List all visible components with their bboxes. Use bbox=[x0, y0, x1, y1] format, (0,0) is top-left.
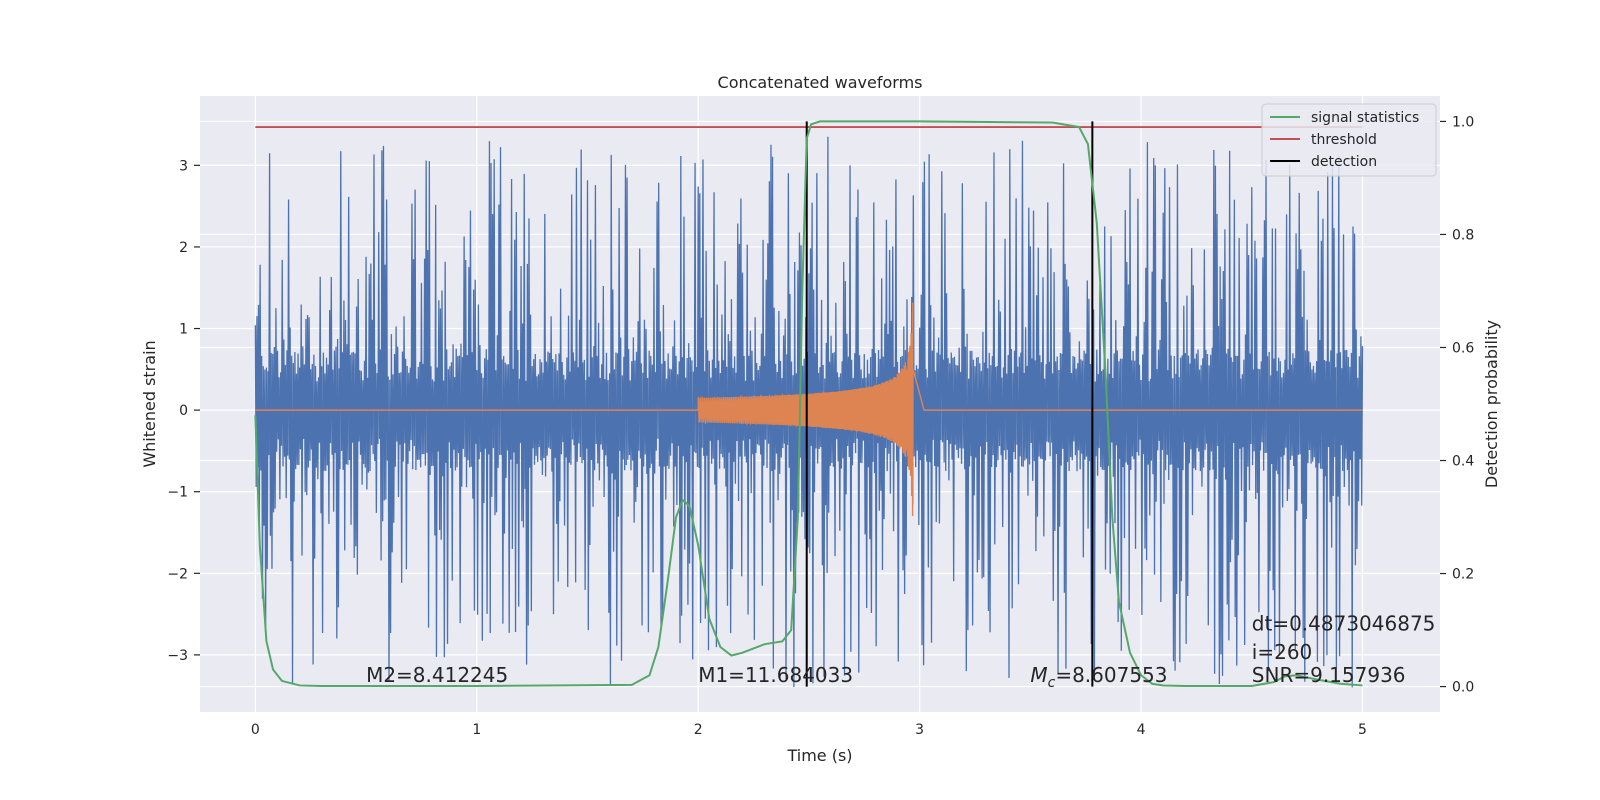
x-axis-ticks: 0 1 2 3 4 5 bbox=[251, 722, 1367, 738]
signal-statistics-line bbox=[254, 120, 1363, 687]
annotation-text: dt=0.4873046875 bbox=[1252, 611, 1436, 635]
y2-tick-label: 0.6 bbox=[1452, 340, 1474, 356]
y-axis-label: Whitened strain bbox=[140, 340, 159, 467]
annotation-text: Mc=8.607553 bbox=[1030, 663, 1167, 691]
annotation-symbol: M bbox=[1030, 663, 1047, 687]
x-tick-label: 3 bbox=[915, 722, 924, 738]
y2-tick-label: 1.0 bbox=[1452, 114, 1474, 130]
y2-axis-ticks: 0.0 0.2 0.4 0.6 0.8 1.0 bbox=[1440, 114, 1474, 696]
y2-axis-label: Detection probability bbox=[1482, 320, 1501, 488]
annotation-text: SNR=9.157936 bbox=[1252, 663, 1406, 687]
y2-tick-label: 0.8 bbox=[1452, 227, 1474, 243]
legend-label-threshold: threshold bbox=[1311, 132, 1377, 148]
x-tick-label: 1 bbox=[472, 722, 481, 738]
x-tick-label: 2 bbox=[694, 722, 703, 738]
x-tick-label: 4 bbox=[1137, 722, 1146, 738]
x-tick-label: 0 bbox=[251, 722, 260, 738]
y-tick-label: 0 bbox=[179, 403, 188, 419]
x-axis-label: Time (s) bbox=[786, 746, 852, 765]
y-axis-ticks: −3 −2 −1 0 1 2 3 bbox=[167, 158, 200, 664]
annotation-text: i=260 bbox=[1252, 640, 1313, 664]
template-line bbox=[255, 302, 1363, 517]
annotation-value: =8.607553 bbox=[1055, 663, 1167, 687]
legend-label-signal-statistics: signal statistics bbox=[1311, 110, 1419, 126]
annotation-text: M1=11.684033 bbox=[698, 663, 853, 687]
annotation-text: M2=8.412245 bbox=[366, 663, 508, 687]
y2-tick-label: 0.0 bbox=[1452, 680, 1474, 696]
legend-label-detection: detection bbox=[1311, 154, 1377, 170]
legend: signal statistics threshold detection bbox=[1261, 103, 1437, 177]
y-tick-label: 2 bbox=[179, 240, 188, 256]
template-series bbox=[255, 302, 1363, 517]
signal-statistics-series bbox=[254, 120, 1363, 687]
y2-tick-label: 0.2 bbox=[1452, 567, 1474, 583]
strain-series bbox=[254, 136, 1364, 688]
detection-series bbox=[805, 121, 1094, 687]
y-tick-label: −1 bbox=[167, 485, 188, 501]
annotations: M2=8.412245 M1=11.684033 Mc=8.607553 SNR=9.… bbox=[366, 611, 1435, 690]
y-tick-label: −2 bbox=[167, 566, 188, 582]
y2-tick-label: 0.4 bbox=[1452, 454, 1474, 470]
annotation-subscript: c bbox=[1048, 675, 1056, 691]
chart-title: Concatenated waveforms bbox=[718, 73, 923, 92]
strain-line bbox=[254, 136, 1364, 688]
x-tick-label: 5 bbox=[1358, 722, 1367, 738]
y-tick-label: 3 bbox=[179, 158, 188, 174]
legend-frame bbox=[1261, 103, 1437, 177]
y-tick-label: −3 bbox=[167, 648, 188, 664]
y-tick-label: 1 bbox=[179, 322, 188, 338]
